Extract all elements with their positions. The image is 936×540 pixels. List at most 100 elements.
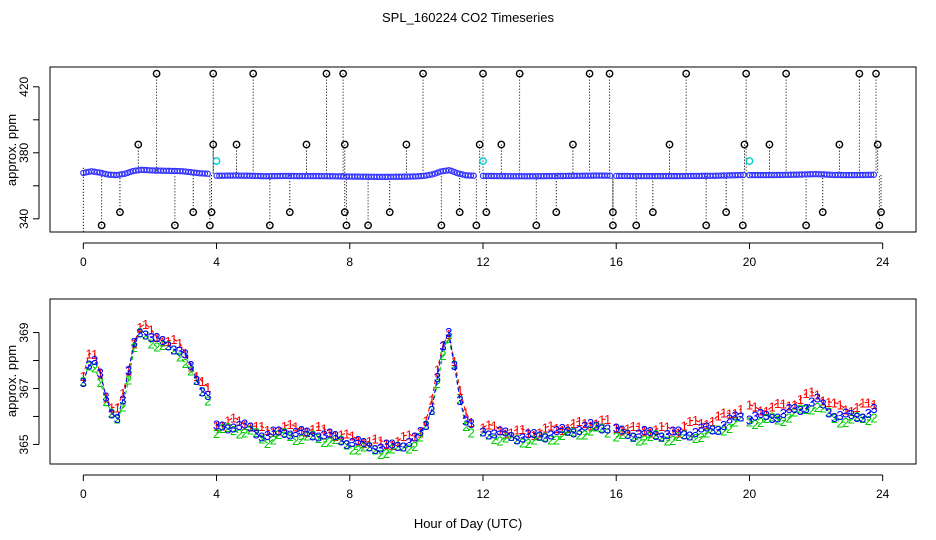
series-marker: 1	[80, 369, 87, 384]
series-marker: 2	[119, 400, 126, 415]
outlier-point	[402, 140, 411, 149]
x-tick-label: 16	[610, 255, 624, 269]
series-marker: 1	[170, 332, 177, 347]
series-marker: 2	[802, 402, 809, 417]
series-marker: 3	[114, 411, 121, 426]
series-marker: 2	[831, 411, 838, 426]
top-panel: 0 4 8 12 16 20 24 340 380 420 approx. ppm	[4, 66, 917, 269]
series-marker: 3	[224, 421, 231, 436]
series-marker: 2	[187, 364, 194, 379]
series-marker: 3	[182, 346, 189, 361]
series-marker: 1	[411, 429, 418, 444]
series-marker: 3	[366, 440, 373, 455]
x-axis-title: Hour of Day (UTC)	[414, 516, 522, 531]
x-tick-label: 12	[476, 255, 490, 269]
y-tick-label: 380	[17, 142, 31, 162]
series-marker: 1	[703, 417, 710, 432]
series-marker: 2	[371, 443, 378, 458]
series-marker: 2	[751, 417, 758, 432]
series-marker: 3	[530, 426, 537, 441]
series-marker: 3	[525, 427, 532, 442]
outlier-point	[472, 221, 481, 230]
series-marker: 1	[456, 383, 463, 398]
series-marker: 3	[564, 423, 571, 438]
series-marker: 1	[859, 396, 866, 411]
series-marker: 1	[354, 434, 361, 449]
series-marker: 1	[853, 400, 860, 415]
series-marker: 3	[451, 358, 458, 373]
outlier-point	[702, 221, 711, 230]
series-marker: 3	[131, 335, 138, 350]
series-marker: 3	[247, 420, 254, 435]
co2-point	[470, 172, 477, 179]
series-marker: 1	[417, 426, 424, 441]
series-marker: 2	[204, 394, 211, 409]
x-tick-label: 20	[743, 255, 757, 269]
series-line	[616, 414, 741, 438]
series-marker: 1	[142, 317, 149, 332]
outlier-point	[818, 208, 827, 217]
series-marker: 2	[658, 430, 665, 445]
series-marker: 1	[125, 364, 132, 379]
series-marker: 2	[618, 427, 625, 442]
co2-point	[121, 170, 128, 177]
series-marker: 3	[230, 421, 237, 436]
bottom-x-axis: 0 4 8 12 16 20 24	[80, 474, 890, 501]
bottom-plot-frame	[49, 298, 917, 465]
series-marker: 2	[303, 428, 310, 443]
co2-point	[204, 170, 211, 177]
series-marker: 2	[230, 423, 237, 438]
series-marker: 2	[553, 432, 560, 447]
series-marker: 3	[652, 428, 659, 443]
series-marker: 1	[757, 404, 764, 419]
series-marker: 1	[692, 413, 699, 428]
series-marker: 1	[525, 425, 532, 440]
series-marker: 1	[613, 421, 620, 436]
series-marker: 1	[193, 369, 200, 384]
series-marker: 2	[502, 431, 509, 446]
series-marker: 2	[768, 410, 775, 425]
series-marker: 1	[570, 416, 577, 431]
series-marker: 3	[422, 418, 429, 433]
series-marker: 3	[536, 428, 543, 443]
series-line	[749, 391, 875, 412]
series-marker: 3	[377, 440, 384, 455]
series-marker: 1	[630, 419, 637, 434]
co2-point	[867, 171, 875, 179]
series-marker: 2	[456, 393, 463, 408]
series-marker: 2	[774, 412, 781, 427]
series-marker: 2	[468, 426, 475, 441]
series-marker: 1	[114, 400, 121, 415]
series-marker: 1	[326, 426, 333, 441]
outlier-point	[632, 221, 641, 230]
series-marker: 3	[630, 430, 637, 445]
series-marker: 1	[230, 410, 237, 425]
series-marker: 2	[542, 430, 549, 445]
series-marker: 3	[768, 411, 775, 426]
outlier-point	[322, 69, 331, 78]
series-marker: 1	[513, 422, 520, 437]
series-marker: 3	[675, 424, 682, 439]
series-marker: 1	[97, 367, 104, 382]
series-marker: 3	[587, 416, 594, 431]
series-marker: 3	[808, 395, 815, 410]
series-marker: 2	[434, 376, 441, 391]
series-marker: 1	[542, 421, 549, 436]
series-marker: 2	[176, 350, 183, 365]
series-marker: 2	[97, 375, 104, 390]
series-marker: 1	[428, 393, 435, 408]
series-marker: 1	[349, 429, 356, 444]
series-marker: 2	[491, 432, 498, 447]
co2-point	[456, 170, 464, 178]
series-marker: 3	[731, 409, 738, 424]
outlier-point	[497, 140, 506, 149]
series-marker: 3	[715, 423, 722, 438]
series-marker: 3	[641, 423, 648, 438]
series-marker: 1	[675, 425, 682, 440]
series-marker: 3	[496, 424, 503, 439]
series-marker: 3	[303, 425, 310, 440]
series-marker: 2	[360, 440, 367, 455]
series-marker: 2	[241, 425, 248, 440]
series-marker: 2	[859, 411, 866, 426]
